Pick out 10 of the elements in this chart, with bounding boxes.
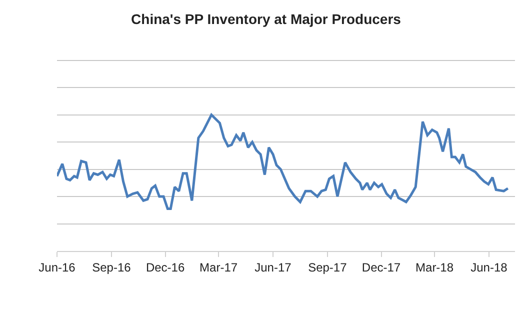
- x-tick-label: Jun-17: [254, 260, 292, 274]
- x-tick-label: Dec-17: [362, 260, 401, 274]
- x-tick-label: Jun-16: [38, 260, 76, 274]
- x-tick-label: Mar-17: [200, 260, 238, 274]
- x-tick-label: Dec-16: [146, 260, 185, 274]
- x-tick-label: Sep-16: [92, 260, 132, 274]
- x-tick-label: Mar-18: [416, 260, 454, 274]
- x-tick-label: Sep-17: [308, 260, 348, 274]
- x-tick-label: Jun-18: [470, 260, 508, 274]
- chart-title: China's PP Inventory at Major Producers: [131, 11, 402, 28]
